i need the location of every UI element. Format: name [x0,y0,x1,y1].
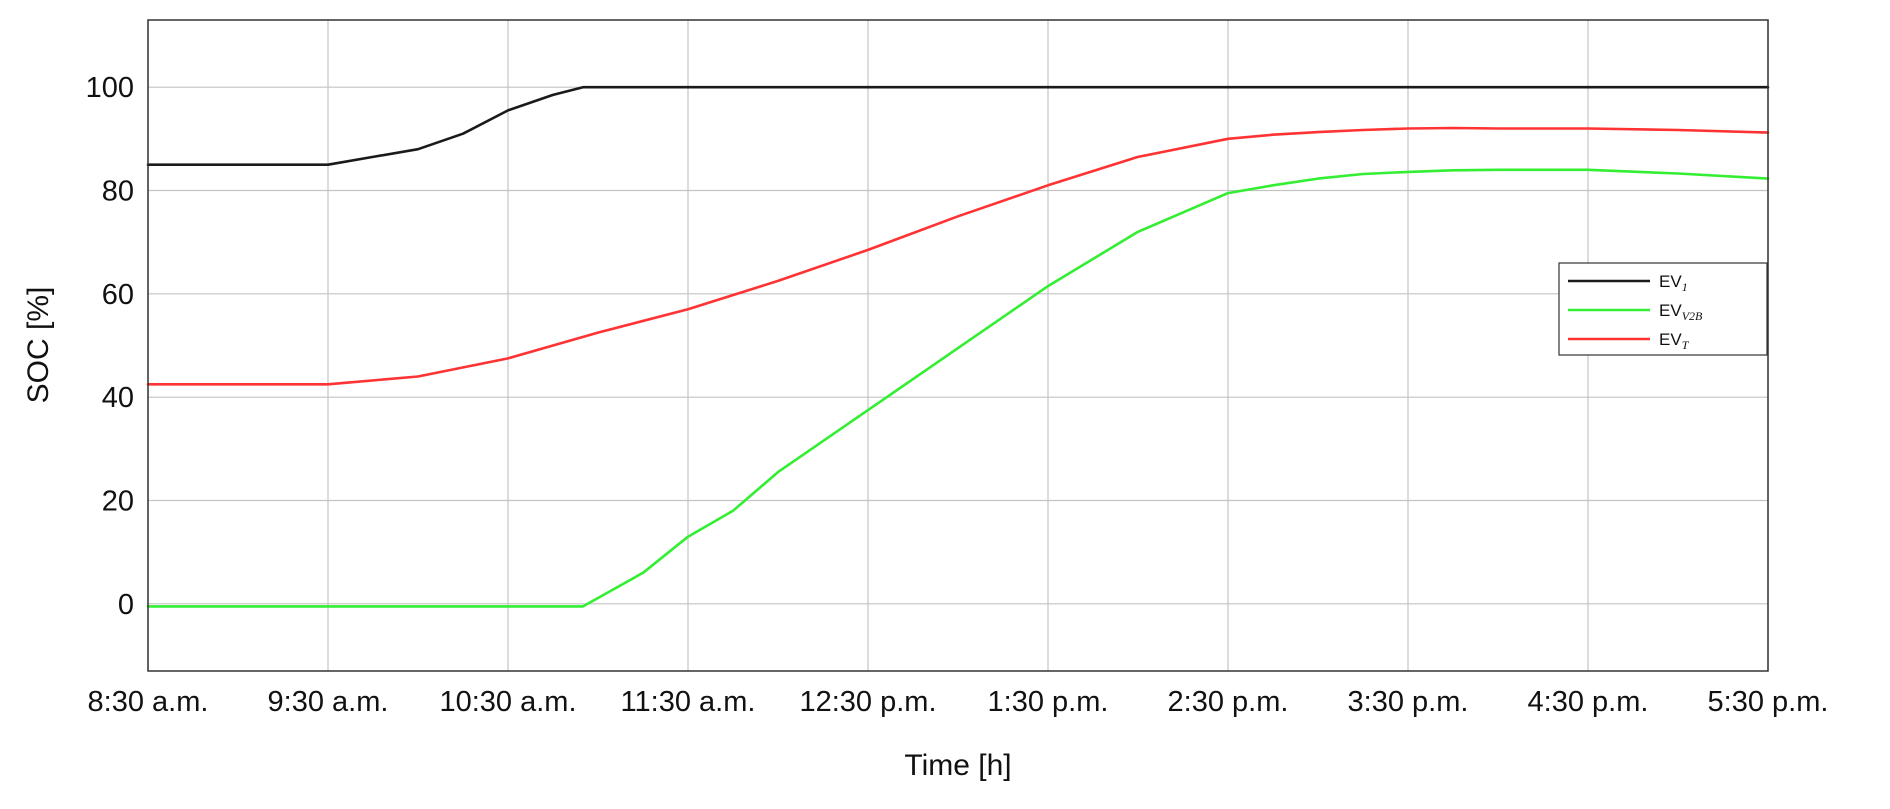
x-tick-label: 3:30 p.m. [1348,686,1469,718]
legend-label-main: EV [1659,330,1682,349]
legend-label-ev-v2b: EVV2B [1659,301,1703,323]
legend-label-ev-1: EV1 [1659,272,1688,294]
legend-label-main: EV [1659,301,1682,320]
plot-frame [147,19,1769,672]
x-tick-label: 10:30 a.m. [439,686,576,718]
x-tick-label: 1:30 p.m. [988,686,1109,718]
series-line-ev-t [146,126,1770,386]
x-tick-label: 8:30 a.m. [88,686,209,718]
x-tick-label: 11:30 a.m. [621,686,756,718]
y-axis-title: SOC [%] [22,287,55,404]
legend-label-subscript: V2B [1682,309,1703,323]
plot-area [148,20,1768,671]
y-tick-label: 60 [102,279,134,311]
y-tick-labels: 0 20 40 60 80 100 [86,72,134,621]
legend-label-subscript: T [1682,338,1690,352]
series-line-ev-v2b [146,168,1770,608]
series-lines [146,85,1770,608]
y-tick-label: 100 [86,72,134,104]
y-tick-label: 20 [102,486,134,518]
x-tick-label: 12:30 p.m. [799,686,936,718]
legend-label-subscript: 1 [1682,280,1688,294]
y-tick-label: 40 [102,382,134,414]
legend-label-ev-t: EVT [1659,330,1690,352]
series-line-ev-1 [146,85,1770,166]
x-tick-label: 5:30 p.m. [1708,686,1829,718]
y-tick-label: 80 [102,176,134,208]
x-tick-label: 4:30 p.m. [1528,686,1649,718]
y-tick-label: 0 [118,589,134,621]
legend-label-main: EV [1659,272,1682,291]
x-tick-labels: 8:30 a.m. 9:30 a.m. 10:30 a.m. 11:30 a.m. 12… [88,686,1829,718]
x-axis-title: Time [h] [904,749,1011,782]
x-tick-label: 2:30 p.m. [1168,686,1289,718]
x-tick-label: 9:30 a.m. [268,686,389,718]
